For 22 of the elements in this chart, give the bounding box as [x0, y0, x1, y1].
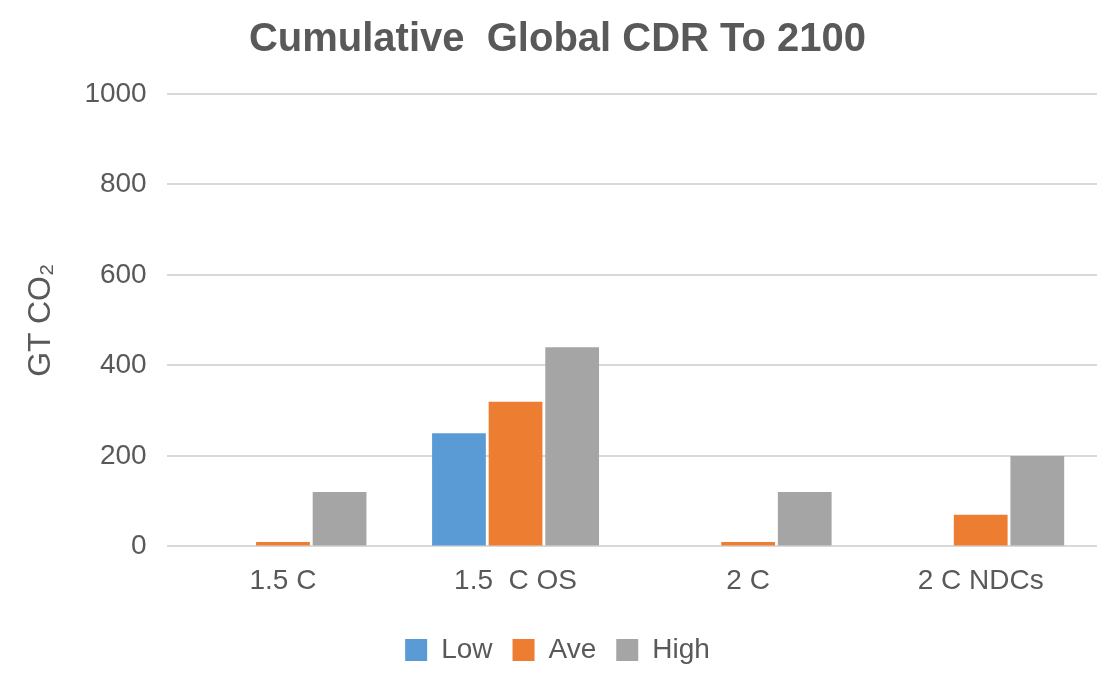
chart-title: Cumulative Global CDR To 2100: [248, 15, 867, 60]
x-tick-label: 2 C: [726, 563, 770, 595]
bar: [777, 492, 832, 546]
bar: [953, 514, 1008, 546]
bar: [1010, 455, 1065, 546]
y-tick-label: 400: [99, 348, 147, 380]
bar: [488, 401, 543, 546]
legend-label: Ave: [548, 632, 597, 664]
y-tick-label: 200: [99, 438, 147, 470]
bar: [312, 492, 367, 546]
legend-label: High: [652, 632, 710, 664]
y-axis-title: GT CO₂: [21, 263, 58, 377]
x-tick-label: 1.5 C: [249, 563, 317, 595]
bar: [432, 433, 486, 546]
y-tick-label: 800: [99, 167, 147, 199]
y-tick-label: 600: [99, 257, 147, 289]
y-tick-label: 0: [131, 529, 147, 561]
x-tick-label: 2 C NDCs: [917, 563, 1044, 595]
y-tick-label: 1000: [84, 76, 147, 108]
x-tick-label: 1.5 C OS: [454, 563, 578, 595]
legend-label: Low: [441, 632, 494, 664]
bar: [545, 347, 600, 546]
